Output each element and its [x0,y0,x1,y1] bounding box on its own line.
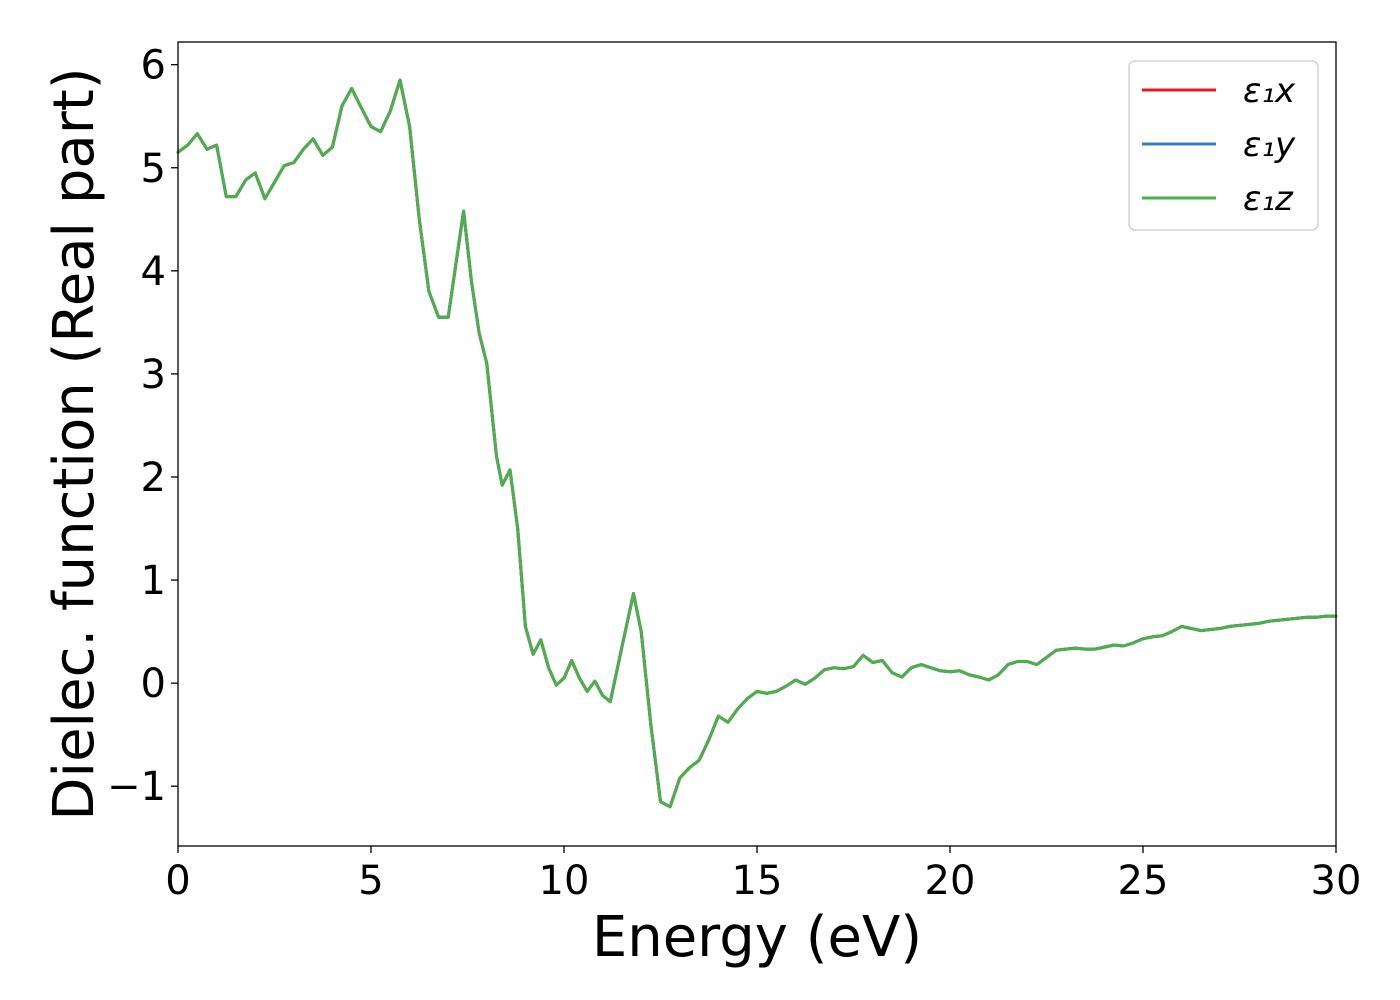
x-tick-label: 20 [925,858,976,904]
legend-label: ε₁y [1243,125,1296,165]
legend: ε₁x ε₁y ε₁z [1128,60,1319,231]
series-layer [176,78,1338,809]
y-tick-label: 2 [141,455,166,501]
y-tick-label: 5 [141,146,166,192]
legend-label: ε₁z [1243,179,1294,219]
x-tick-label: 25 [1118,858,1169,904]
y-tick-label: 3 [141,352,166,398]
series-line-3 [176,78,1338,809]
legend-label: ε₁x [1243,71,1296,111]
x-tick-label: 15 [732,858,783,904]
y-tick-label: 0 [141,661,166,707]
y-axis-ticks: −1 0 1 2 3 4 5 6 [107,43,178,810]
y-tick-label: 4 [141,249,166,295]
y-tick-label: 1 [141,558,166,604]
y-tick-label: −1 [107,764,166,810]
y-tick-label: 6 [141,43,166,89]
x-tick-label: 0 [165,858,190,904]
x-tick-label: 30 [1311,858,1362,904]
x-axis-label: Energy (eV) [592,905,922,970]
x-tick-label: 10 [539,858,590,904]
legend-box [1128,60,1319,231]
x-tick-label: 5 [358,858,383,904]
x-axis-ticks: 0 5 10 15 20 25 30 [165,846,1361,904]
y-axis-label: Dielec. function (Real part) [42,67,107,820]
